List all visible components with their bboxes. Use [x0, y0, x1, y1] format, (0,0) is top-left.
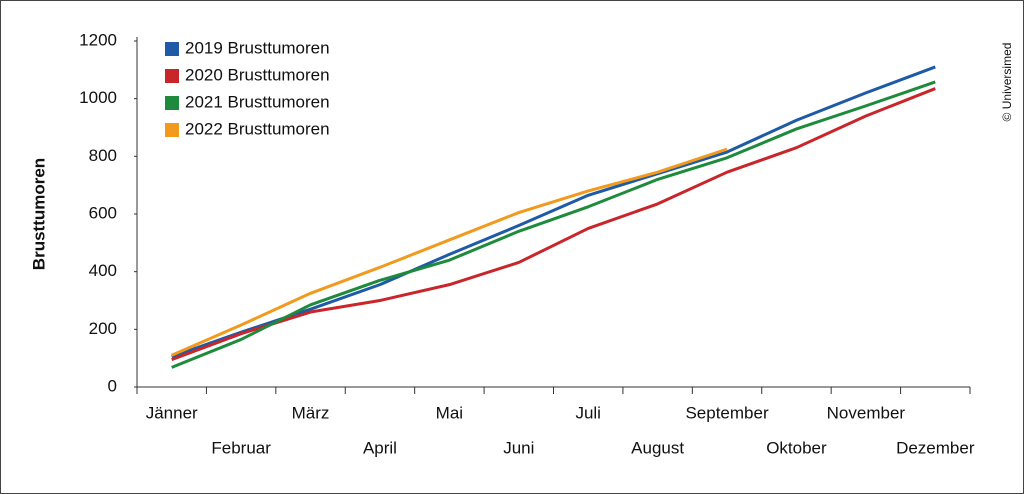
legend-label: 2019 Brusttumoren: [185, 38, 330, 57]
legend-swatch: [165, 69, 179, 83]
legend-label: 2021 Brusttumoren: [185, 92, 330, 111]
legend-swatch: [165, 42, 179, 56]
line-series: [171, 87, 936, 362]
legend-swatch: [165, 96, 179, 110]
y-tick-label: 600: [89, 203, 117, 222]
x-tick-label: Juni: [503, 438, 534, 457]
x-tick-label: August: [631, 438, 684, 457]
x-tick-label: Oktober: [766, 438, 827, 457]
legend-label: 2022 Brusttumoren: [185, 119, 330, 138]
x-tick-label: Jänner: [146, 403, 198, 422]
x-tick-label: Mai: [436, 403, 463, 422]
y-axis-label: Brusttumoren: [29, 158, 48, 270]
x-tick-label: April: [363, 438, 397, 457]
y-tick-label: 1000: [79, 88, 117, 107]
line-series: [171, 80, 936, 369]
x-tick-label: November: [827, 403, 906, 422]
line-series: [171, 147, 728, 357]
x-tick-label: Februar: [211, 438, 271, 457]
y-tick-label: 0: [108, 376, 117, 395]
y-tick-label: 200: [89, 319, 117, 338]
y-tick-label: 800: [89, 146, 117, 165]
line-series: [171, 65, 936, 359]
x-tick-label: Juli: [575, 403, 601, 422]
legend-label: 2020 Brusttumoren: [185, 65, 330, 84]
y-tick-label: 1200: [79, 30, 117, 49]
legend-swatch: [165, 123, 179, 137]
x-tick-label: März: [292, 403, 330, 422]
x-tick-label: Dezember: [896, 438, 975, 457]
credit: © Universimed: [1000, 43, 1014, 122]
y-tick-label: 400: [89, 261, 117, 280]
x-tick-label: September: [685, 403, 768, 422]
